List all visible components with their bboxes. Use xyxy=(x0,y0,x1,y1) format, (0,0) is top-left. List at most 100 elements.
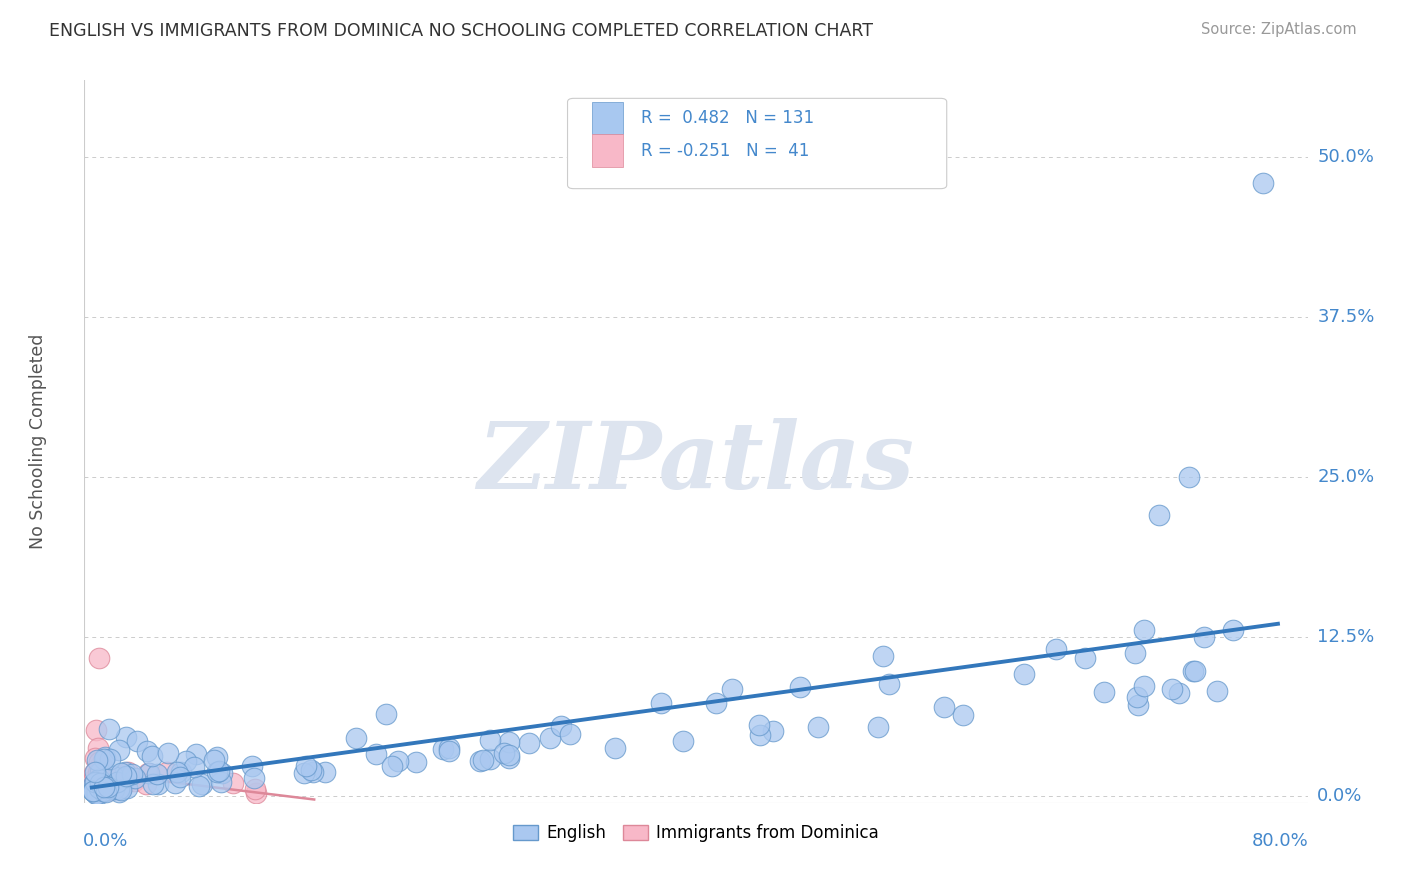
Point xyxy=(187,779,209,793)
Point xyxy=(1126,690,1149,705)
Point xyxy=(87,764,110,778)
Point xyxy=(89,780,111,795)
Point xyxy=(146,777,169,791)
Point xyxy=(299,763,322,777)
Point xyxy=(86,753,108,767)
Point xyxy=(82,778,104,792)
Point xyxy=(90,775,112,789)
Point xyxy=(243,772,266,786)
Point xyxy=(122,774,145,789)
Point xyxy=(156,764,179,779)
Point xyxy=(110,765,132,780)
Point xyxy=(748,718,770,732)
Point xyxy=(1126,698,1149,712)
Point xyxy=(93,777,115,791)
Text: No Schooling Completed: No Schooling Completed xyxy=(30,334,46,549)
Point xyxy=(1161,681,1184,696)
Point xyxy=(550,719,572,733)
Text: ENGLISH VS IMMIGRANTS FROM DOMINICA NO SCHOOLING COMPLETED CORRELATION CHART: ENGLISH VS IMMIGRANTS FROM DOMINICA NO S… xyxy=(49,22,873,40)
Point xyxy=(558,727,581,741)
Point xyxy=(517,736,540,750)
Point xyxy=(202,753,225,767)
Point xyxy=(89,651,111,665)
Point xyxy=(1206,684,1229,698)
Point xyxy=(1012,667,1035,681)
Point xyxy=(110,783,132,797)
Point xyxy=(86,740,108,755)
Point xyxy=(1182,664,1205,678)
Point xyxy=(82,779,104,793)
FancyBboxPatch shape xyxy=(568,98,946,189)
Point xyxy=(89,787,111,801)
Point xyxy=(721,681,744,696)
Point xyxy=(142,777,165,791)
Point xyxy=(211,766,233,780)
Point xyxy=(243,782,266,797)
Point xyxy=(292,765,315,780)
Bar xyxy=(592,135,623,167)
Point xyxy=(498,747,520,762)
Point xyxy=(605,741,627,756)
Point xyxy=(432,741,454,756)
Text: 25.0%: 25.0% xyxy=(1317,467,1375,486)
Point xyxy=(90,779,112,793)
Text: 0.0%: 0.0% xyxy=(1317,788,1362,805)
Point xyxy=(807,720,830,734)
Point xyxy=(103,769,125,783)
Point xyxy=(86,785,108,799)
Point xyxy=(115,770,138,784)
Point xyxy=(110,781,132,796)
Point xyxy=(222,776,245,790)
Point xyxy=(479,752,502,766)
Point xyxy=(114,769,136,783)
Point xyxy=(138,766,160,780)
Point xyxy=(1074,651,1097,665)
Text: R = -0.251   N =  41: R = -0.251 N = 41 xyxy=(641,142,810,160)
Point xyxy=(494,746,516,760)
Point xyxy=(111,780,134,795)
Point xyxy=(136,766,159,780)
Point xyxy=(191,777,214,791)
Point xyxy=(107,770,129,784)
Point xyxy=(868,720,890,734)
Point xyxy=(94,784,117,798)
Point xyxy=(498,751,520,765)
Point xyxy=(141,749,163,764)
Point xyxy=(86,788,108,802)
Point xyxy=(374,707,396,722)
Text: 12.5%: 12.5% xyxy=(1317,628,1375,646)
Point xyxy=(82,780,104,795)
Point xyxy=(1192,630,1215,644)
Point xyxy=(174,754,197,768)
Point xyxy=(90,782,112,797)
Legend: English, Immigrants from Dominica: English, Immigrants from Dominica xyxy=(506,817,886,848)
Point xyxy=(1178,469,1201,483)
Point xyxy=(1045,642,1067,657)
Point xyxy=(1222,623,1244,637)
Point xyxy=(100,783,122,797)
Point xyxy=(439,741,461,756)
Point xyxy=(294,759,316,773)
Point xyxy=(84,775,107,789)
Point xyxy=(136,744,159,758)
Point xyxy=(704,697,727,711)
Point xyxy=(1133,623,1156,637)
Point xyxy=(90,757,112,772)
Point xyxy=(104,780,127,794)
Text: 80.0%: 80.0% xyxy=(1253,831,1309,850)
Point xyxy=(207,765,229,780)
Point xyxy=(83,776,105,790)
Text: 37.5%: 37.5% xyxy=(1317,308,1375,326)
Point xyxy=(952,707,974,722)
Point xyxy=(169,770,191,784)
Point xyxy=(1133,679,1156,693)
Point xyxy=(93,780,115,795)
Point xyxy=(127,734,149,748)
Point xyxy=(498,735,520,749)
Point xyxy=(93,750,115,764)
Point xyxy=(472,753,495,767)
Point xyxy=(82,784,104,798)
Point xyxy=(1149,508,1171,522)
Point xyxy=(89,776,111,790)
Text: 50.0%: 50.0% xyxy=(1317,148,1374,166)
